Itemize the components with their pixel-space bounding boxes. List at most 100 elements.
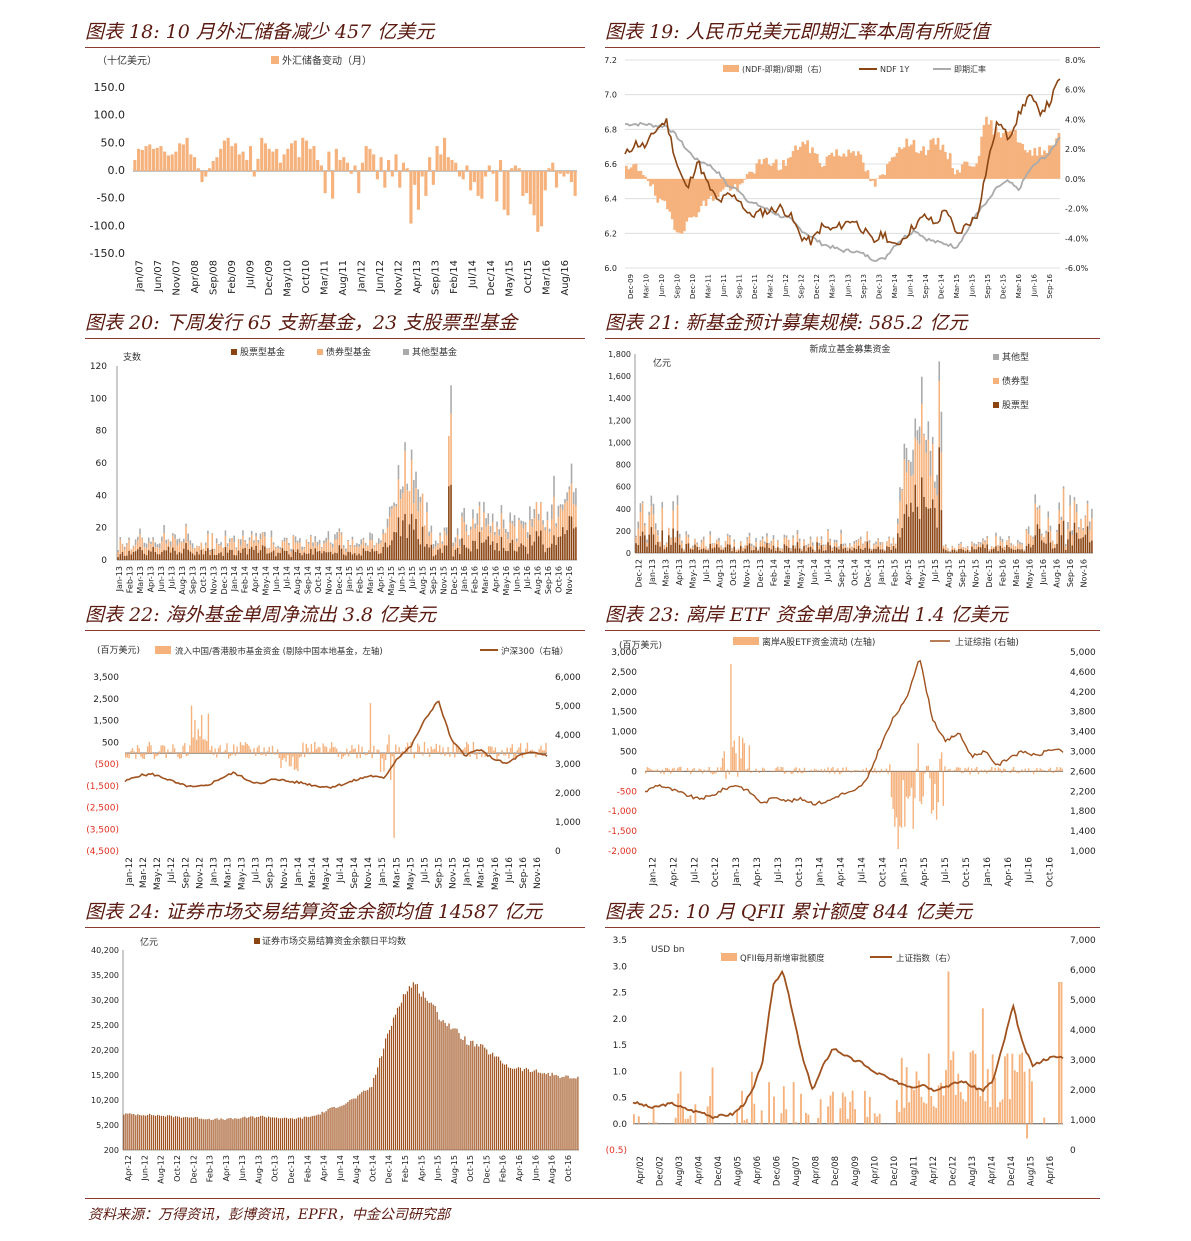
bar-other: [761, 536, 764, 540]
x-tick-label: Dec-09: [627, 274, 635, 299]
bar-other: [798, 538, 801, 541]
bar-other: [755, 537, 757, 543]
bar-stock: [540, 530, 542, 560]
bar: [701, 771, 704, 774]
y-tick-label: 2.5: [613, 989, 627, 999]
spread-area: [712, 178, 715, 201]
bar-bond: [448, 436, 450, 487]
bar-bond: [931, 444, 934, 500]
bar: [180, 753, 183, 759]
bar-other: [454, 537, 457, 543]
legend-swatch: [271, 56, 279, 64]
bar-stock: [259, 550, 262, 560]
bar-other: [835, 540, 838, 543]
bar-stock: [925, 506, 927, 553]
bar: [517, 168, 521, 171]
x-tick-label: Apr/08: [190, 260, 201, 293]
bar-stock: [520, 543, 522, 560]
bar-bond: [685, 534, 688, 544]
bar-bond: [261, 532, 264, 546]
bar-other: [951, 545, 954, 547]
bar: [981, 769, 983, 772]
bar-stock: [367, 550, 369, 560]
bar-bond: [654, 529, 657, 545]
bar: [666, 767, 669, 772]
bar-bond: [277, 548, 279, 553]
bar: [393, 753, 395, 838]
bar-other: [132, 545, 135, 547]
bar: [234, 143, 238, 171]
spread-area: [687, 178, 691, 218]
bar-stock: [914, 484, 917, 553]
bar: [367, 1089, 369, 1150]
bar-other: [235, 547, 238, 550]
legend-swatch: [317, 349, 323, 355]
bar-stock: [548, 547, 551, 560]
bar: [280, 753, 282, 768]
bar: [359, 1094, 361, 1150]
bar: [506, 747, 508, 754]
bar-stock: [204, 551, 207, 560]
x-tick-label: Dec-15: [985, 559, 994, 588]
bar: [513, 1068, 516, 1150]
bar-bond: [748, 535, 751, 544]
bar-bond: [456, 535, 459, 548]
bar: [199, 736, 201, 754]
unit-label: 支数: [123, 351, 141, 363]
bar-other: [364, 542, 367, 546]
x-tick-label: Oct-16: [564, 1155, 573, 1182]
spread-area: [714, 178, 718, 200]
bar-other: [150, 541, 152, 545]
bar-bond: [1056, 532, 1058, 544]
bar: [368, 148, 372, 171]
bar: [651, 769, 654, 772]
spread-area: [820, 166, 824, 179]
x-tick-label: Apr/04: [694, 1156, 704, 1184]
bar-other: [156, 544, 159, 548]
bar-stock: [715, 544, 718, 553]
legend-label: 股票型基金: [240, 346, 285, 358]
x-tick-label: Mar-14: [308, 857, 318, 888]
bar-stock: [537, 536, 540, 560]
bar-stock: [1056, 543, 1058, 553]
bar: [538, 748, 540, 754]
bar-stock: [222, 555, 225, 560]
bar: [410, 987, 412, 1150]
spread-area: [777, 170, 780, 179]
bar-bond: [382, 534, 384, 547]
bar-other: [496, 521, 498, 527]
bar: [969, 771, 971, 775]
bar-other: [340, 532, 343, 535]
bar: [266, 1117, 268, 1150]
x-tick-label: Nov-16: [1079, 559, 1088, 587]
bar-stock: [235, 555, 238, 560]
bar-other: [450, 385, 452, 414]
bar: [763, 768, 766, 772]
x-tick-label: Nov-13: [209, 566, 218, 594]
bar-bond: [951, 546, 954, 550]
bar: [962, 771, 965, 773]
bar-bond: [676, 505, 679, 531]
bar-bond: [285, 539, 288, 551]
bar: [304, 140, 309, 171]
bar: [577, 1076, 579, 1150]
x-tick-label: Mar-15: [366, 566, 375, 594]
bar-other: [544, 527, 547, 531]
bar-other: [722, 547, 725, 549]
bar-stock: [336, 553, 338, 560]
bar: [687, 1118, 689, 1124]
x-tick-label: Jul-12: [167, 857, 177, 884]
bar-stock: [145, 555, 148, 560]
bar: [807, 1114, 810, 1124]
spread-area: [929, 139, 933, 179]
bar-other: [270, 530, 273, 538]
bar-other: [890, 543, 893, 546]
bar: [982, 771, 985, 773]
bar: [412, 982, 414, 1150]
bar: [386, 1033, 389, 1150]
bar-stock: [419, 544, 422, 560]
bar-stock: [281, 548, 284, 560]
bar-bond: [345, 551, 347, 556]
y-tick-label: 1,200: [608, 416, 631, 425]
bar: [705, 770, 707, 772]
